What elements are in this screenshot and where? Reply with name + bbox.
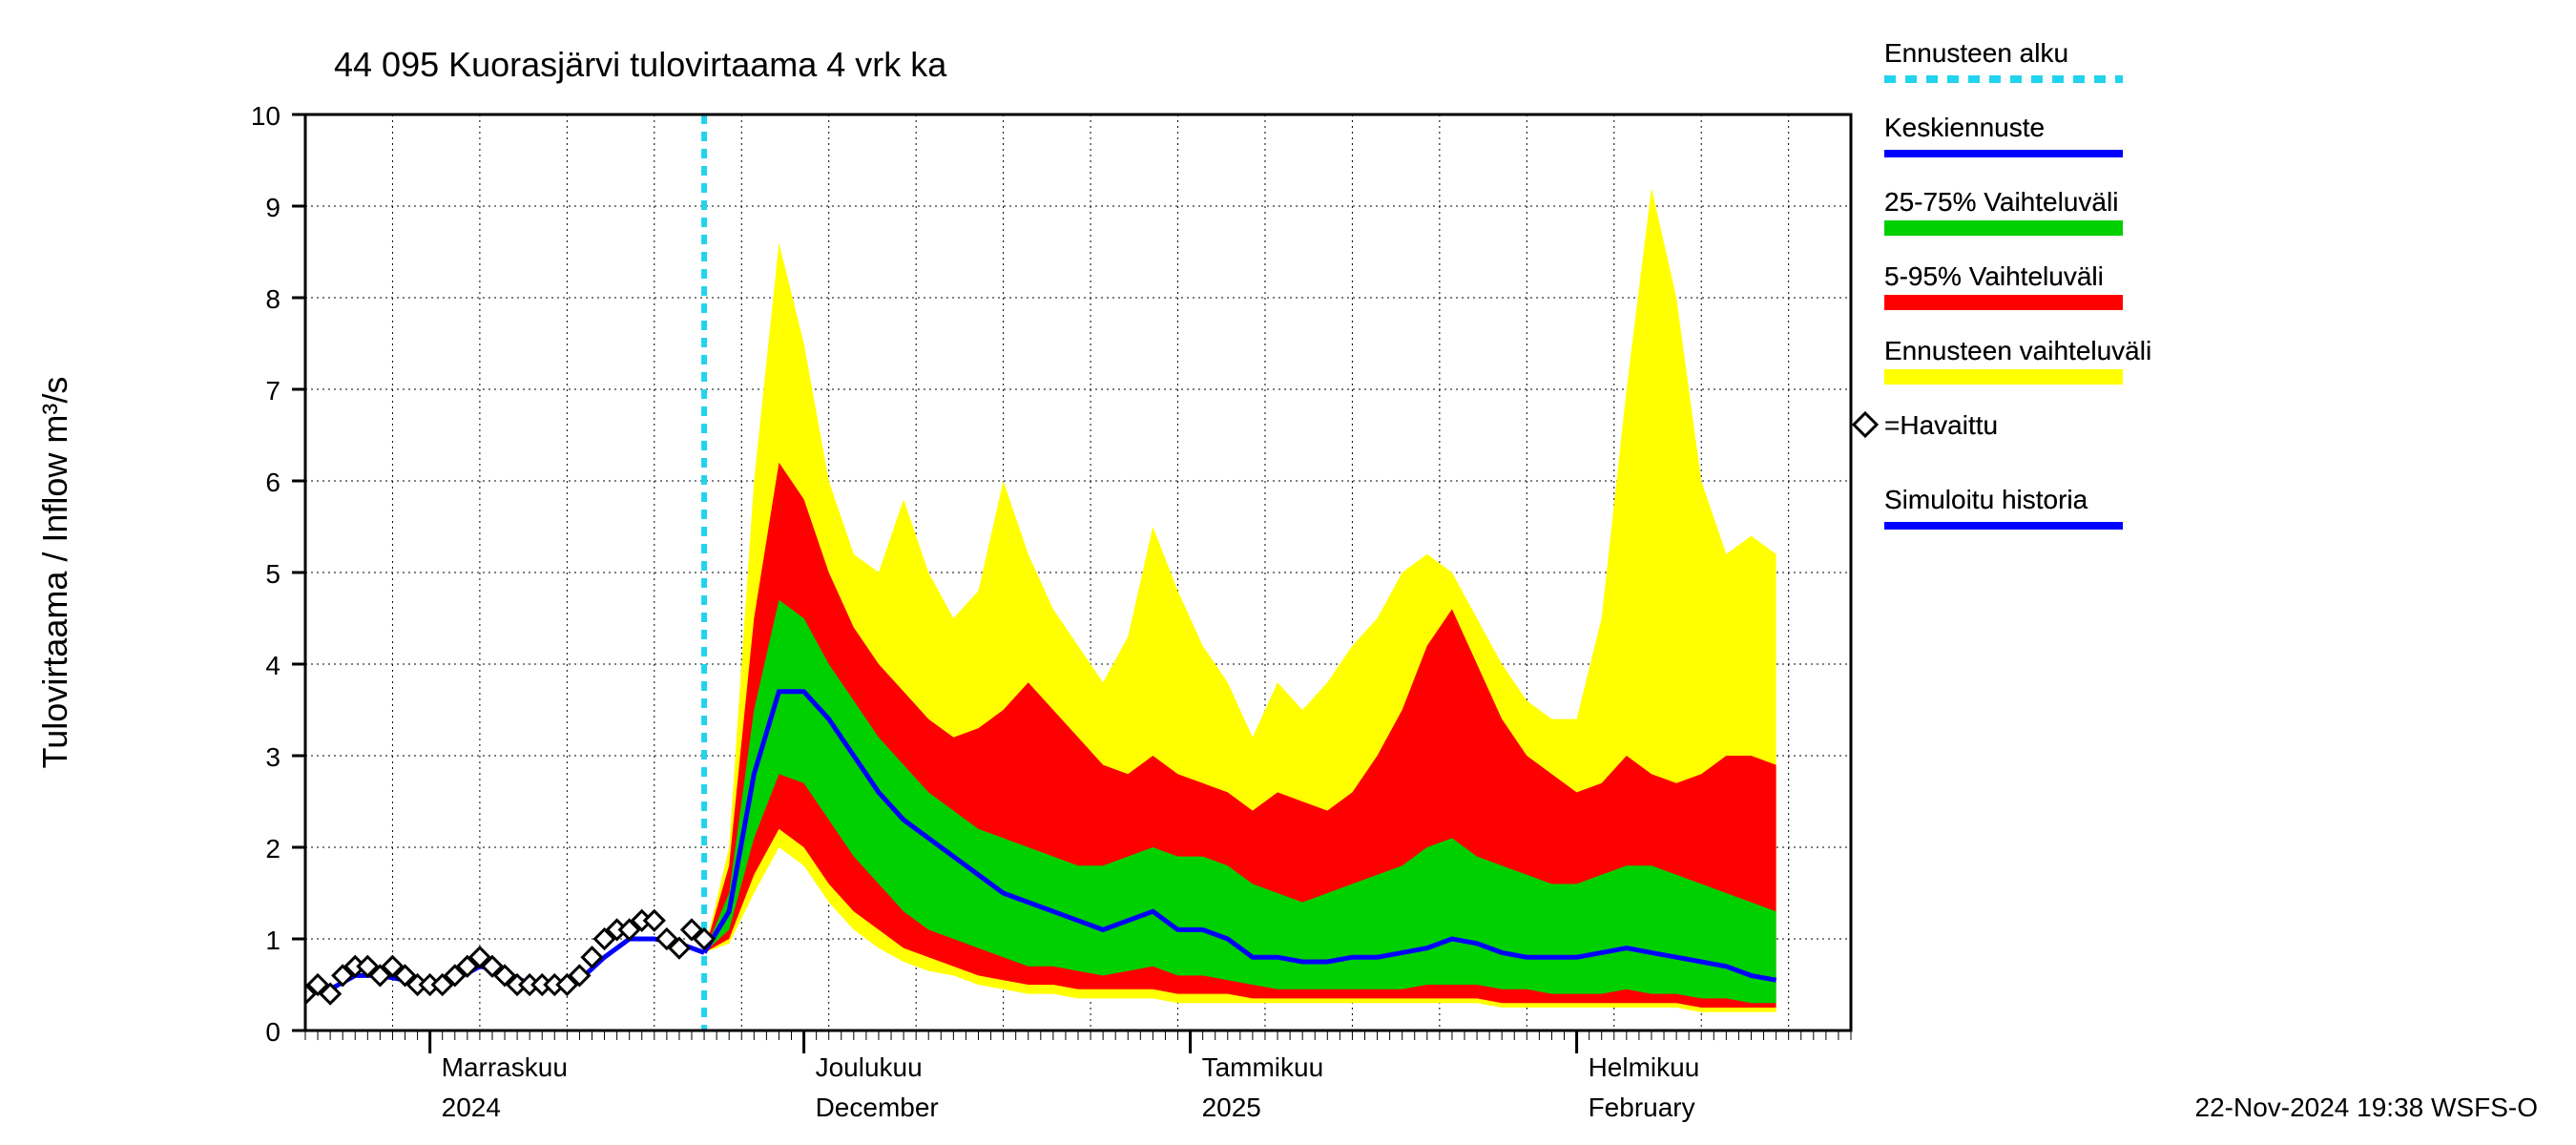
- svg-text:Helmikuu: Helmikuu: [1589, 1052, 1700, 1082]
- svg-text:1: 1: [265, 926, 280, 955]
- legend-label-r25_75: 25-75% Vaihteluväli: [1884, 187, 2118, 217]
- svg-text:9: 9: [265, 193, 280, 222]
- y-axis-label: Tulovirtaama / Inflow m³/s: [35, 377, 74, 769]
- svg-text:8: 8: [265, 284, 280, 314]
- chart-container: 0 1 2 3 4 5 6 7 8 9 10 Marraskuu 2024 Joulukuu Decembe…: [0, 0, 2576, 1145]
- svg-text:December: December: [816, 1093, 939, 1122]
- legend-swatch: [1884, 220, 2123, 236]
- svg-text:Joulukuu: Joulukuu: [816, 1052, 923, 1082]
- svg-text:February: February: [1589, 1093, 1695, 1122]
- legend-swatch: [1884, 295, 2123, 310]
- legend-label-sim_hist: Simuloitu historia: [1884, 485, 2088, 514]
- svg-text:Marraskuu: Marraskuu: [442, 1052, 568, 1082]
- svg-text:5: 5: [265, 559, 280, 589]
- legend-label-rfull: Ennusteen vaihteluväli: [1884, 336, 2151, 365]
- legend-swatch: [1884, 369, 2123, 385]
- forecast-chart: 0 1 2 3 4 5 6 7 8 9 10 Marraskuu 2024 Joulukuu Decembe…: [0, 0, 2576, 1145]
- legend-label-r5_95: 5-95% Vaihteluväli: [1884, 261, 2104, 291]
- legend-label-median: Keskiennuste: [1884, 113, 2045, 142]
- svg-text:6: 6: [265, 468, 280, 497]
- chart-title: 44 095 Kuorasjärvi tulovirtaama 4 vrk ka: [334, 45, 947, 84]
- legend-label-forecast_start: Ennusteen alku: [1884, 38, 2068, 68]
- svg-text:7: 7: [265, 376, 280, 406]
- svg-text:3: 3: [265, 742, 280, 772]
- svg-text:0: 0: [265, 1017, 280, 1047]
- svg-text:2: 2: [265, 834, 280, 864]
- svg-text:Tammikuu: Tammikuu: [1202, 1052, 1324, 1082]
- svg-text:4: 4: [265, 651, 280, 680]
- svg-text:10: 10: [251, 101, 280, 131]
- chart-footer: 22-Nov-2024 19:38 WSFS-O: [2195, 1093, 2539, 1122]
- legend-label-observed: =Havaittu: [1884, 410, 1998, 440]
- svg-text:2025: 2025: [1202, 1093, 1261, 1122]
- svg-text:2024: 2024: [442, 1093, 501, 1122]
